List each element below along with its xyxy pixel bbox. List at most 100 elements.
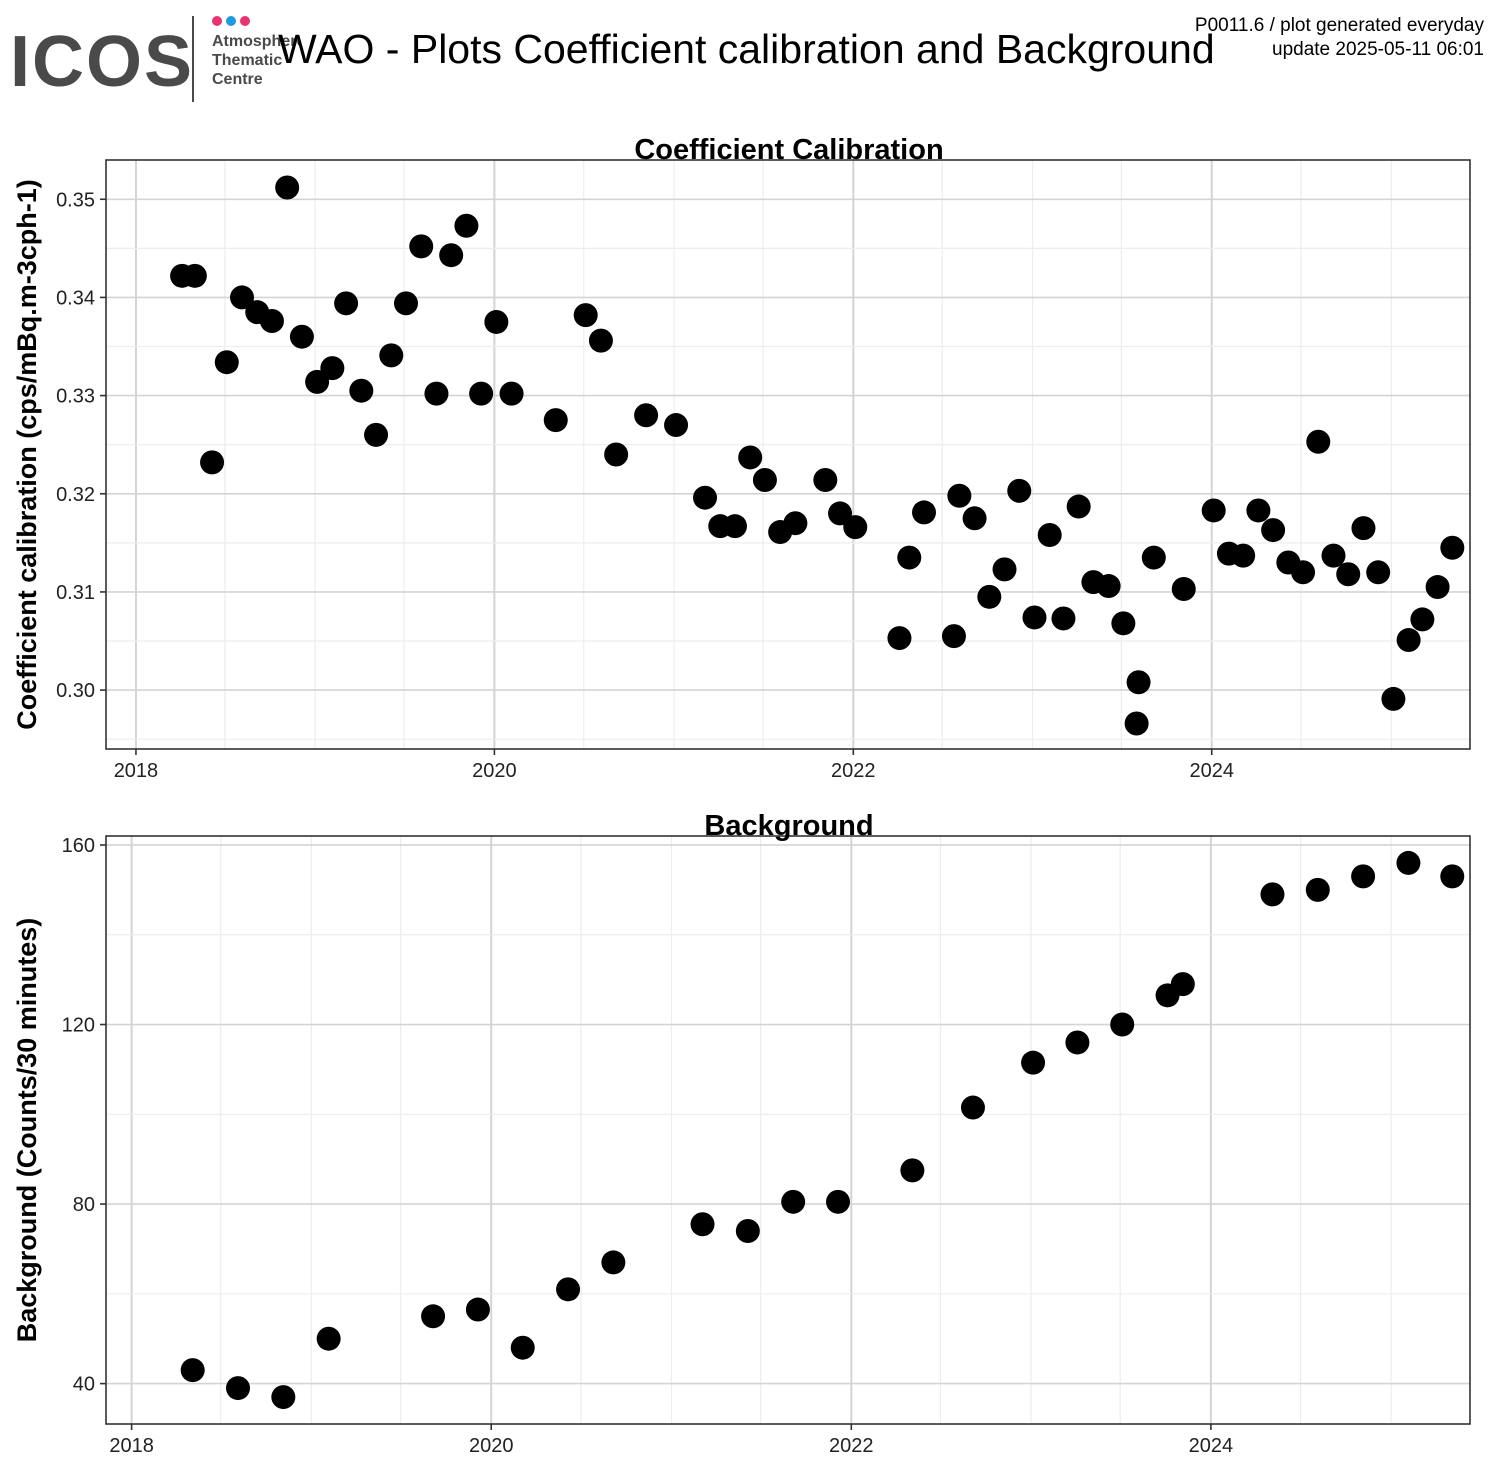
- logo-line-3: Centre: [212, 71, 263, 88]
- data-point: [1111, 611, 1136, 636]
- y-tick-label: 0.32: [56, 484, 95, 506]
- page-title: WAO - Plots Coefficient calibration and …: [278, 26, 1215, 72]
- data-point: [259, 308, 284, 333]
- data-point: [693, 485, 718, 510]
- data-point: [1022, 605, 1047, 630]
- data-point: [349, 378, 374, 403]
- data-point: [897, 545, 922, 570]
- data-point: [634, 403, 659, 428]
- data-point: [1037, 522, 1062, 547]
- y-axis-label: Coefficient calibration (cps/mBq.m-3cph-…: [12, 179, 42, 730]
- data-point: [1440, 535, 1465, 560]
- x-tick-label: 2022: [831, 760, 876, 782]
- data-point: [1126, 670, 1151, 695]
- data-point: [1065, 1030, 1090, 1055]
- data-point: [1261, 518, 1286, 543]
- y-tick-label: 0.34: [56, 287, 95, 309]
- data-point: [1096, 574, 1121, 599]
- data-point: [1366, 560, 1391, 585]
- data-point: [305, 369, 330, 394]
- data-point: [1021, 1050, 1046, 1075]
- data-point: [604, 442, 629, 467]
- data-point: [1396, 850, 1421, 875]
- meta-line-2: update 2025-05-11 06:01: [1272, 39, 1484, 60]
- data-point: [887, 626, 912, 651]
- logo-line-1: Atmosphere: [212, 33, 300, 50]
- data-point: [556, 1277, 581, 1302]
- data-point: [543, 408, 568, 433]
- logo-wordmark: ICOS: [10, 22, 194, 102]
- data-point: [316, 1326, 341, 1351]
- data-point: [1231, 543, 1256, 568]
- data-point: [941, 624, 966, 649]
- y-tick-label: 0.31: [56, 582, 95, 604]
- data-point: [320, 356, 345, 381]
- data-point: [912, 500, 937, 525]
- data-point: [1171, 576, 1196, 601]
- data-point: [960, 1095, 985, 1120]
- data-point: [1305, 877, 1330, 902]
- data-point: [1170, 972, 1195, 997]
- data-point: [1321, 543, 1346, 568]
- data-point: [510, 1335, 535, 1360]
- data-point: [977, 584, 1002, 609]
- data-point: [200, 450, 225, 475]
- data-point: [180, 1358, 205, 1383]
- background-chart: 40 80 120 160 2018 2020 2022 2024 Background Back…: [12, 810, 1471, 1457]
- logo-dot-2: [226, 16, 236, 26]
- logo-dot-1: [212, 16, 222, 26]
- data-point: [1066, 494, 1091, 519]
- data-point: [289, 324, 314, 349]
- x-tick-label: 2020: [469, 1435, 514, 1457]
- data-point: [1306, 429, 1331, 454]
- data-point: [275, 175, 300, 200]
- data-point: [900, 1158, 925, 1183]
- data-point: [735, 1218, 760, 1243]
- data-point: [409, 234, 434, 259]
- data-point: [465, 1297, 490, 1322]
- data-point: [1260, 882, 1285, 907]
- x-tick-label: 2022: [829, 1435, 874, 1457]
- x-tick-label: 2018: [114, 760, 159, 782]
- data-point: [752, 468, 777, 493]
- data-point: [334, 291, 359, 316]
- data-point: [1351, 864, 1376, 889]
- data-point: [828, 501, 853, 526]
- x-tick-label: 2020: [472, 760, 517, 782]
- data-point: [601, 1250, 626, 1275]
- data-point: [825, 1189, 850, 1214]
- data-point: [499, 381, 524, 406]
- data-point: [484, 309, 509, 334]
- y-tick-label: 160: [62, 835, 95, 857]
- data-point: [690, 1212, 715, 1237]
- meta-line-1: P0011.6 / plot generated everyday: [1194, 15, 1484, 36]
- data-point: [1291, 560, 1316, 585]
- data-point: [454, 213, 479, 238]
- plot-frame: [105, 159, 1471, 750]
- data-point: [1410, 607, 1435, 632]
- x-tick-label: 2024: [1189, 1435, 1234, 1457]
- data-point: [1381, 686, 1406, 711]
- data-point: [182, 263, 207, 288]
- data-point: [588, 328, 613, 353]
- data-point: [469, 381, 494, 406]
- y-tick-label: 0.30: [56, 680, 95, 702]
- data-point: [439, 243, 464, 268]
- y-tick-label: 80: [73, 1194, 95, 1216]
- data-point: [813, 468, 838, 493]
- data-point: [962, 506, 987, 531]
- y-tick-label: 0.35: [56, 189, 95, 211]
- data-point: [1246, 498, 1271, 523]
- data-point: [1396, 628, 1421, 653]
- data-point: [781, 1189, 806, 1214]
- chart-title: Background: [704, 810, 873, 842]
- data-point: [424, 381, 449, 406]
- data-point: [1351, 516, 1376, 541]
- data-point: [843, 515, 868, 540]
- data-point: [1201, 498, 1226, 523]
- plot-meta: P0011.6 / plot generated everyday update…: [1195, 14, 1484, 62]
- logo-line-2: Thematic: [212, 52, 282, 69]
- icos-logo: ICOS Atmosphere Thematic Centre: [10, 16, 300, 102]
- y-axis-label: Background (Counts/30 minutes): [12, 918, 42, 1343]
- y-tick-label: 40: [73, 1374, 95, 1396]
